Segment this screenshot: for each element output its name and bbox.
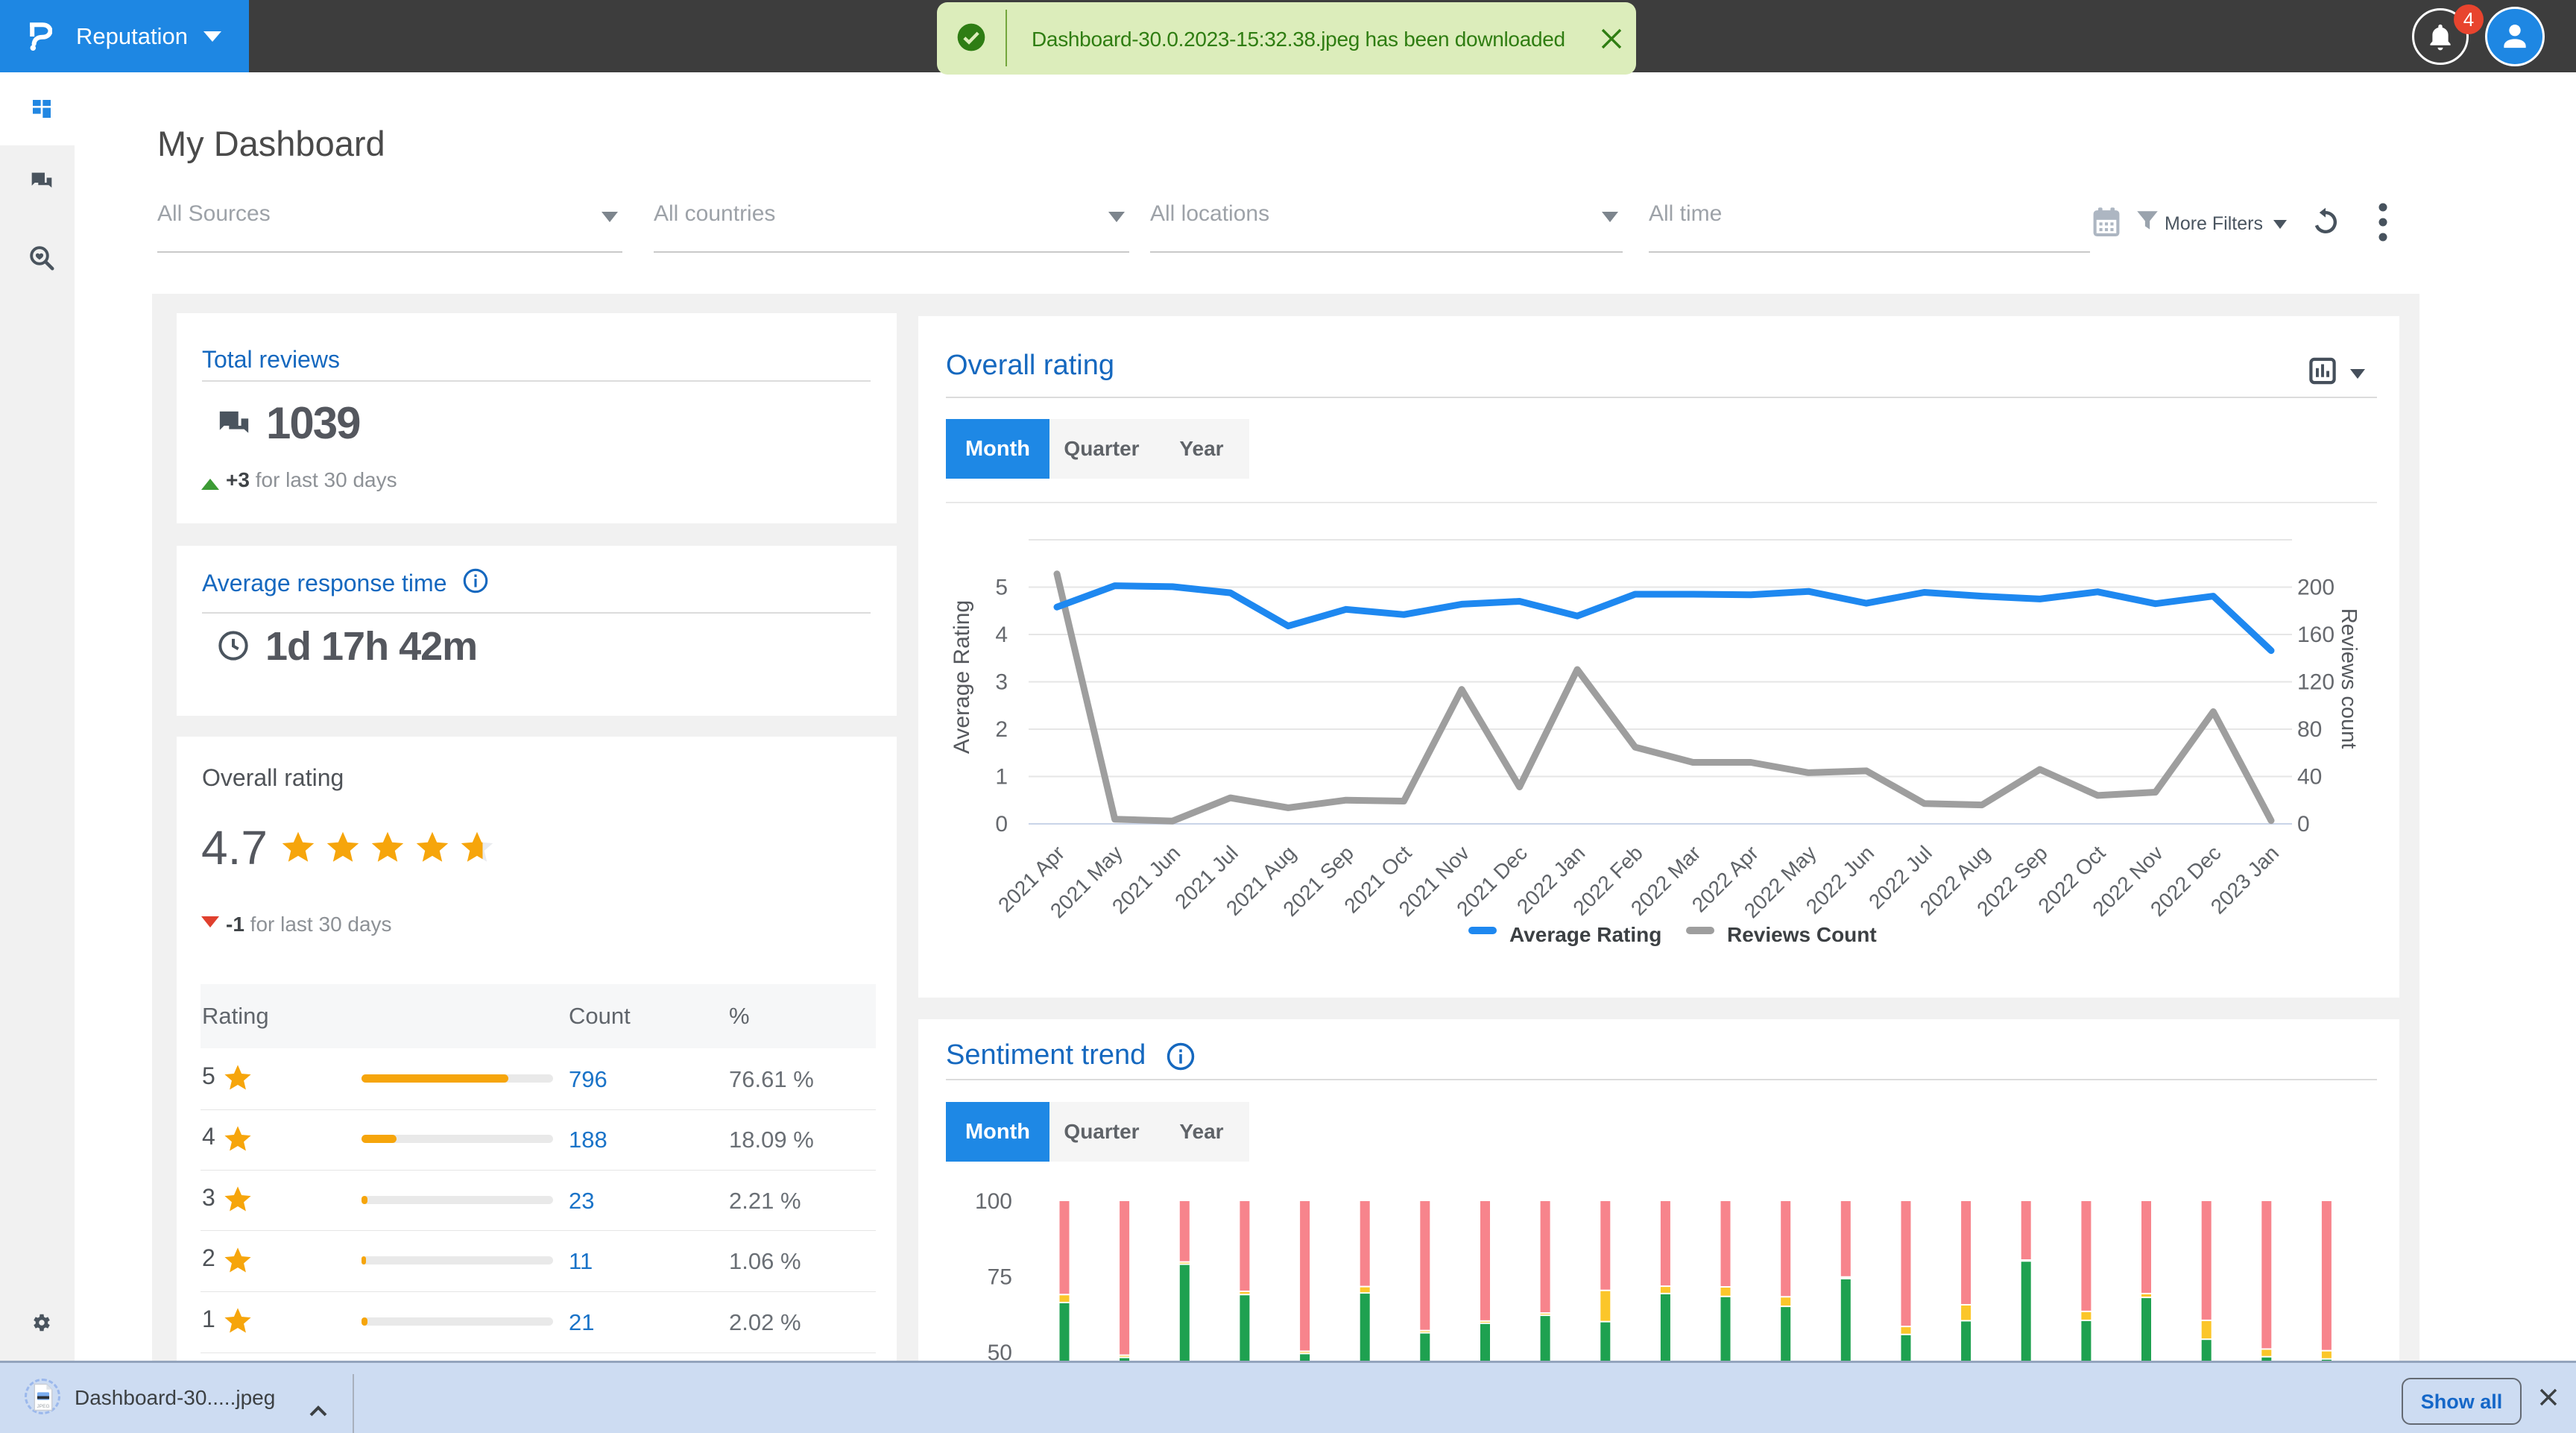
svg-text:200: 200 (2297, 576, 2334, 600)
svg-text:160: 160 (2297, 623, 2334, 647)
svg-text:5: 5 (995, 576, 1008, 600)
svg-text:Reviews Count: Reviews Count (1727, 923, 1877, 946)
svg-text:Reviews count: Reviews count (2337, 608, 2361, 749)
svg-text:4: 4 (995, 623, 1008, 647)
svg-text:Average Rating: Average Rating (1509, 923, 1661, 946)
svg-text:80: 80 (2297, 717, 2322, 742)
svg-text:40: 40 (2297, 765, 2322, 790)
svg-text:1: 1 (995, 765, 1008, 790)
svg-text:JPEG: JPEG (37, 1404, 49, 1409)
svg-text:75: 75 (988, 1265, 1012, 1290)
svg-text:0: 0 (2297, 812, 2310, 837)
svg-text:2: 2 (995, 717, 1008, 742)
svg-text:3: 3 (995, 670, 1008, 695)
svg-text:0: 0 (995, 812, 1008, 837)
svg-text:Average Rating: Average Rating (950, 600, 974, 754)
svg-text:120: 120 (2297, 670, 2334, 695)
svg-text:100: 100 (975, 1189, 1012, 1214)
